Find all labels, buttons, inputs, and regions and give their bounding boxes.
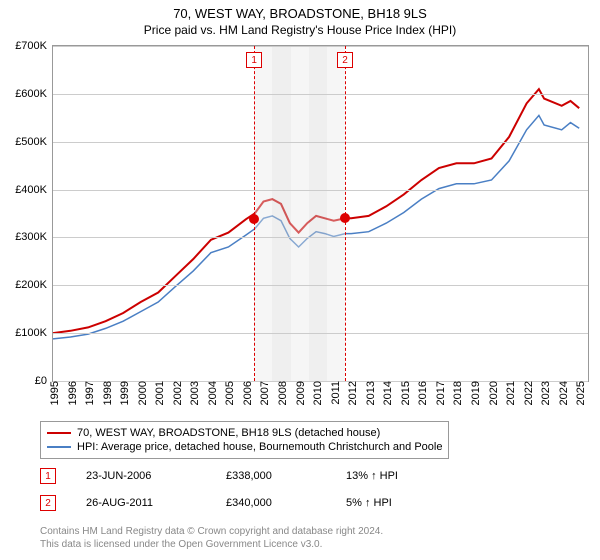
sale-row: 1 23-JUN-2006 £338,000 13% ↑ HPI [40, 468, 398, 484]
x-tick-label: 2002 [172, 381, 184, 405]
x-tick-label: 2024 [558, 381, 570, 405]
sale-marker-box: 2 [337, 52, 353, 68]
y-tick-label: £700K [15, 40, 47, 52]
sale-price: £338,000 [226, 470, 316, 482]
x-tick-label: 2023 [540, 381, 552, 405]
gridline [53, 46, 588, 47]
x-tick-label: 2014 [382, 381, 394, 405]
x-tick-label: 1995 [49, 381, 61, 405]
footer-note: Contains HM Land Registry data © Crown c… [40, 525, 383, 551]
x-tick-label: 2021 [505, 381, 517, 405]
legend-swatch [47, 446, 71, 448]
y-tick-label: £100K [15, 327, 47, 339]
legend-item: HPI: Average price, detached house, Bour… [47, 440, 442, 454]
sale-number-box: 1 [40, 468, 56, 484]
x-tick-label: 2000 [137, 381, 149, 405]
y-tick-label: £300K [15, 231, 47, 243]
sale-date: 23-JUN-2006 [86, 470, 196, 482]
gridline [53, 237, 588, 238]
y-tick-label: £500K [15, 136, 47, 148]
x-tick-label: 2020 [488, 381, 500, 405]
gridline [53, 94, 588, 95]
sale-marker-box: 1 [246, 52, 262, 68]
sale-number-box: 2 [40, 495, 56, 511]
legend-label: HPI: Average price, detached house, Bour… [77, 441, 442, 453]
x-tick-label: 1996 [67, 381, 79, 405]
y-tick-label: £400K [15, 184, 47, 196]
price-chart: £0£100K£200K£300K£400K£500K£600K£700K199… [52, 45, 589, 382]
shade-band [272, 46, 290, 381]
page-subtitle: Price paid vs. HM Land Registry's House … [0, 21, 600, 41]
x-tick-label: 2007 [259, 381, 271, 405]
y-tick-label: £0 [35, 375, 47, 387]
x-tick-label: 2022 [523, 381, 535, 405]
shade-band [291, 46, 309, 381]
gridline [53, 333, 588, 334]
footer-line2: This data is licensed under the Open Gov… [40, 538, 383, 551]
x-tick-label: 2008 [277, 381, 289, 405]
x-tick-label: 2010 [312, 381, 324, 405]
x-tick-label: 2015 [400, 381, 412, 405]
y-tick-label: £200K [15, 279, 47, 291]
sale-dot [249, 214, 259, 224]
x-tick-label: 1999 [119, 381, 131, 405]
gridline [53, 190, 588, 191]
x-tick-label: 2025 [575, 381, 587, 405]
sale-row: 2 26-AUG-2011 £340,000 5% ↑ HPI [40, 495, 392, 511]
legend-label: 70, WEST WAY, BROADSTONE, BH18 9LS (deta… [77, 427, 380, 439]
footer-line1: Contains HM Land Registry data © Crown c… [40, 525, 383, 538]
x-tick-label: 2019 [470, 381, 482, 405]
legend-swatch [47, 432, 71, 434]
sale-dot [340, 213, 350, 223]
x-tick-label: 2011 [330, 381, 342, 405]
x-tick-label: 2005 [224, 381, 236, 405]
legend: 70, WEST WAY, BROADSTONE, BH18 9LS (deta… [40, 421, 449, 459]
y-tick-label: £600K [15, 88, 47, 100]
x-tick-label: 1997 [84, 381, 96, 405]
gridline [53, 142, 588, 143]
x-tick-label: 2016 [417, 381, 429, 405]
shade-band [254, 46, 272, 381]
x-tick-label: 2004 [207, 381, 219, 405]
gridline [53, 285, 588, 286]
x-tick-label: 2012 [347, 381, 359, 405]
x-tick-label: 2001 [154, 381, 166, 405]
sale-hpi: 5% ↑ HPI [346, 497, 392, 509]
sale-hpi: 13% ↑ HPI [346, 470, 398, 482]
shade-band [309, 46, 327, 381]
x-tick-label: 2009 [295, 381, 307, 405]
x-tick-label: 2006 [242, 381, 254, 405]
x-tick-label: 2017 [435, 381, 447, 405]
x-tick-label: 2003 [189, 381, 201, 405]
page-title: 70, WEST WAY, BROADSTONE, BH18 9LS [0, 0, 600, 21]
x-tick-label: 1998 [102, 381, 114, 405]
x-tick-label: 2018 [452, 381, 464, 405]
x-tick-label: 2013 [365, 381, 377, 405]
sale-date: 26-AUG-2011 [86, 497, 196, 509]
legend-item: 70, WEST WAY, BROADSTONE, BH18 9LS (deta… [47, 426, 442, 440]
sale-price: £340,000 [226, 497, 316, 509]
